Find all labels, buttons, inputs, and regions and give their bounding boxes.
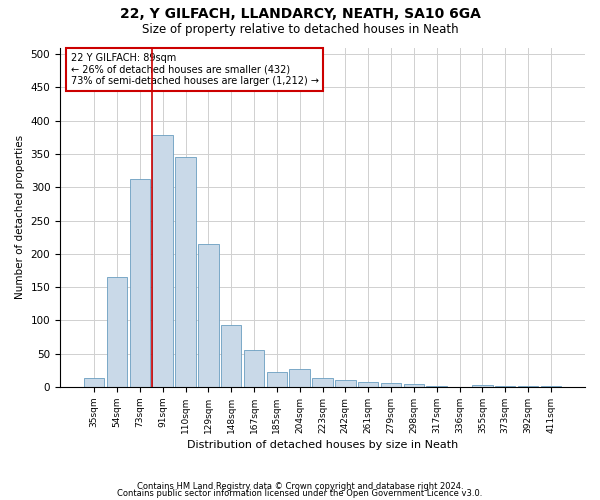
Bar	[221, 325, 241, 387]
Bar	[107, 277, 127, 387]
Bar	[289, 369, 310, 387]
Text: Contains public sector information licensed under the Open Government Licence v3: Contains public sector information licen…	[118, 490, 482, 498]
Bar	[152, 136, 173, 387]
Bar	[198, 244, 218, 387]
Bar	[84, 378, 104, 387]
Bar	[518, 386, 538, 387]
Bar	[130, 178, 150, 387]
Bar	[358, 382, 379, 387]
Bar	[381, 383, 401, 387]
Bar	[404, 384, 424, 387]
Text: Contains HM Land Registry data © Crown copyright and database right 2024.: Contains HM Land Registry data © Crown c…	[137, 482, 463, 491]
Text: 22, Y GILFACH, LLANDARCY, NEATH, SA10 6GA: 22, Y GILFACH, LLANDARCY, NEATH, SA10 6G…	[119, 8, 481, 22]
Bar	[541, 386, 561, 387]
Text: 22 Y GILFACH: 89sqm
← 26% of detached houses are smaller (432)
73% of semi-detac: 22 Y GILFACH: 89sqm ← 26% of detached ho…	[71, 52, 319, 86]
Bar	[312, 378, 333, 387]
Bar	[427, 386, 447, 387]
Bar	[266, 372, 287, 387]
Bar	[335, 380, 356, 387]
Bar	[175, 158, 196, 387]
Bar	[244, 350, 264, 387]
Text: Size of property relative to detached houses in Neath: Size of property relative to detached ho…	[142, 22, 458, 36]
X-axis label: Distribution of detached houses by size in Neath: Distribution of detached houses by size …	[187, 440, 458, 450]
Bar	[472, 385, 493, 387]
Y-axis label: Number of detached properties: Number of detached properties	[15, 135, 25, 300]
Bar	[495, 386, 515, 387]
